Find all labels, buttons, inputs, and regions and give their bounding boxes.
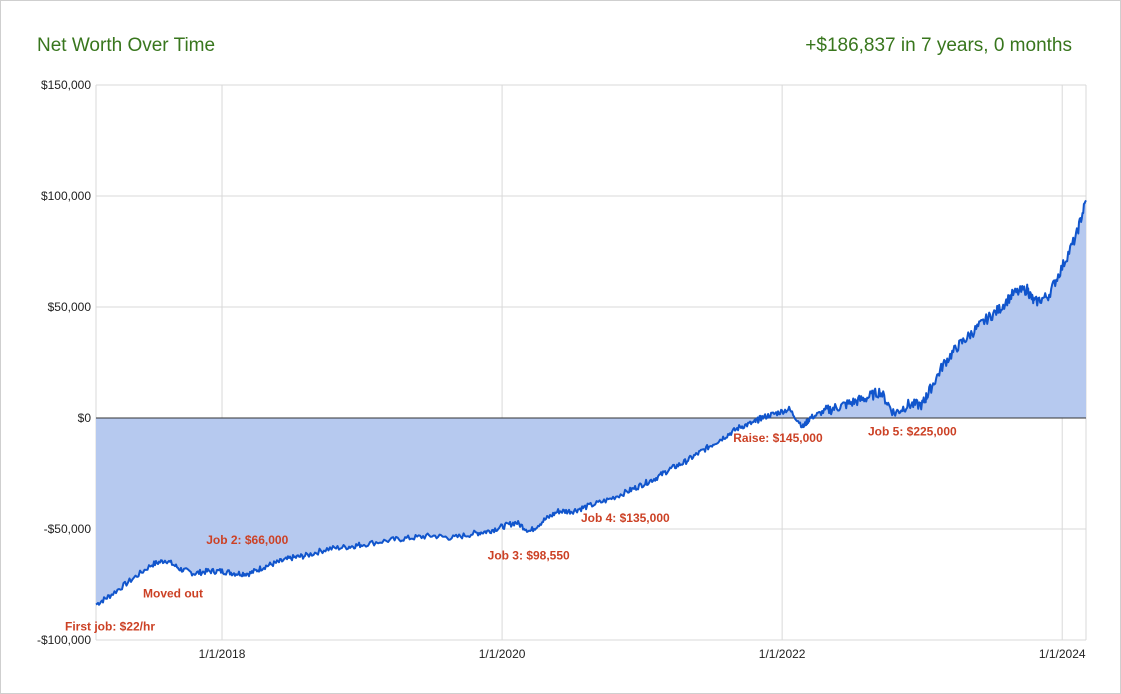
- y-tick-label: -$100,000: [37, 633, 91, 647]
- x-tick-label: 1/1/2020: [479, 647, 526, 661]
- chart-title: Net Worth Over Time: [37, 35, 216, 56]
- y-tick-label: $0: [78, 411, 92, 425]
- x-tick-label: 1/1/2024: [1039, 647, 1086, 661]
- y-axis: -$100,000 -$50,000 $0 $50,000 $100,000 $150,0…: [37, 78, 91, 647]
- area-layer: [96, 200, 1086, 605]
- series-line: [95, 199, 1087, 606]
- series-area: [96, 200, 1086, 605]
- x-axis: 1/1/2018 1/1/2020 1/1/2022 1/1/2024: [199, 647, 1086, 661]
- annotation-label: Job 2: $66,000: [206, 533, 288, 547]
- chart-subtitle: +$186,837 in 7 years, 0 months: [805, 35, 1072, 56]
- y-tick-label: -$50,000: [44, 522, 92, 536]
- annotation-label: Job 5: $225,000: [868, 424, 957, 438]
- y-tick-label: $150,000: [41, 78, 91, 92]
- annotation-label: Job 4: $135,000: [581, 511, 670, 525]
- annotation-label: Raise: $145,000: [733, 431, 823, 445]
- x-tick-label: 1/1/2022: [759, 647, 806, 661]
- y-tick-label: $50,000: [48, 300, 92, 314]
- annotation-label: First job: $22/hr: [65, 620, 155, 634]
- y-tick-label: $100,000: [41, 189, 91, 203]
- x-tick-label: 1/1/2018: [199, 647, 246, 661]
- annotation-label: Job 3: $98,550: [488, 549, 570, 563]
- line-layer: [95, 199, 1087, 606]
- annotations: First job: $22/hr Moved out Job 2: $66,000…: [65, 424, 957, 633]
- annotation-label: Moved out: [143, 586, 203, 600]
